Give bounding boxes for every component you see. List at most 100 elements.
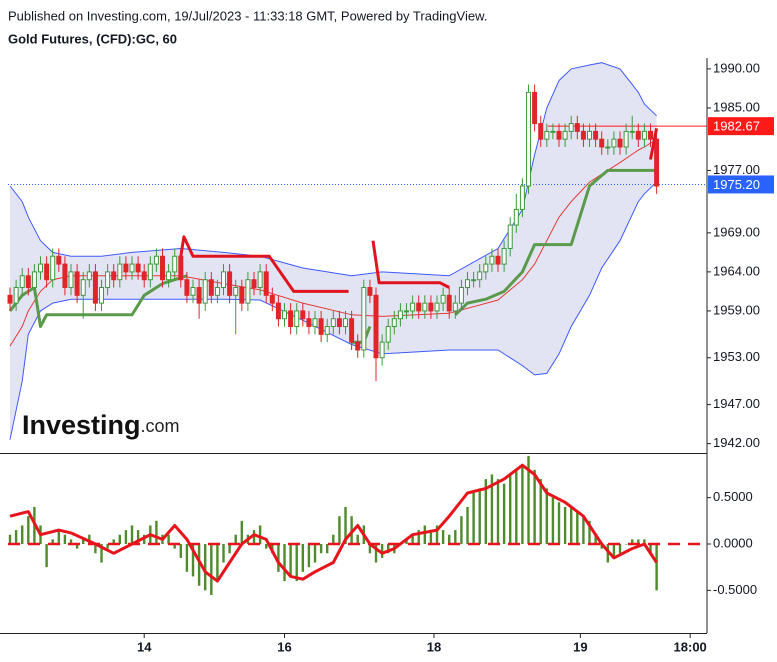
candle-body	[465, 279, 471, 289]
y-tick-label: 1947.00	[713, 396, 760, 411]
histogram-bar	[45, 544, 48, 568]
histogram-bar	[319, 544, 323, 554]
histogram-bar	[326, 544, 329, 554]
histogram-bar	[124, 530, 128, 544]
candle-body	[648, 130, 654, 140]
symbol-title: Gold Futures, (CFD):GC, 60	[8, 31, 177, 46]
histogram-bar	[527, 455, 530, 544]
candle-body	[56, 255, 62, 265]
candle-body	[257, 271, 263, 289]
histogram-bar	[155, 520, 158, 544]
candle-body	[312, 318, 318, 328]
histogram-bar	[21, 525, 24, 544]
histogram-bar	[356, 534, 359, 544]
histogram-bar	[173, 544, 176, 549]
histogram-bar	[460, 516, 463, 544]
candle-body	[99, 287, 105, 304]
histogram-bar	[136, 530, 140, 544]
histogram-bar	[387, 544, 390, 554]
y-tick-label: 1964.00	[713, 263, 760, 278]
histogram-bar	[588, 520, 591, 544]
candle-body	[501, 247, 507, 265]
histogram-bar	[106, 544, 109, 549]
candle-body	[495, 255, 501, 265]
histogram-bar	[649, 544, 652, 554]
histogram-bar	[368, 544, 372, 554]
candle-body	[349, 318, 355, 343]
candle-body	[190, 287, 196, 296]
candle-body	[330, 318, 336, 328]
histogram-bar	[624, 544, 628, 545]
histogram-bar	[563, 506, 567, 544]
candle-body	[593, 130, 599, 140]
histogram-bar	[448, 534, 451, 544]
candle-body	[587, 130, 593, 140]
candle-body	[214, 287, 220, 296]
histogram-bar	[313, 544, 317, 563]
candle-body	[617, 138, 623, 148]
candle-body	[74, 271, 80, 296]
candle-body	[404, 310, 410, 313]
histogram-bar	[576, 511, 579, 544]
histogram-bar	[167, 534, 170, 544]
histogram-bar	[197, 544, 201, 586]
candle-body	[574, 123, 580, 132]
candle-body	[471, 279, 477, 282]
candle-body	[263, 271, 269, 296]
published-note: Published on Investing.com, 19/Jul/2023 …	[8, 8, 487, 23]
histogram-bar	[283, 544, 286, 582]
candle-body	[507, 224, 513, 249]
histogram-bar	[130, 525, 134, 544]
histogram-bar	[350, 516, 353, 544]
histogram-bar	[258, 525, 262, 544]
histogram-bar	[307, 544, 311, 568]
histogram-bar	[441, 530, 445, 544]
candle-body	[324, 326, 330, 335]
histogram-bar	[338, 516, 341, 544]
y-tick-label: 1985.00	[713, 99, 760, 114]
candle-body	[196, 287, 202, 304]
price-label: 1975.20	[713, 177, 760, 192]
candle-body	[282, 310, 288, 320]
x-tick-label: 18	[427, 639, 441, 654]
candle-body	[568, 123, 574, 132]
histogram-bar	[14, 530, 18, 544]
candle-body	[367, 287, 373, 296]
candle-body	[239, 287, 245, 304]
histogram-bar	[228, 544, 231, 554]
histogram-bar	[100, 544, 103, 563]
candle-body	[19, 275, 25, 289]
histogram-bar	[82, 539, 85, 544]
histogram-bar	[344, 506, 347, 544]
histogram-bar	[466, 506, 469, 544]
candle-body	[605, 146, 611, 149]
histogram-bar	[539, 479, 542, 544]
candle-body	[111, 271, 117, 281]
candle-body	[538, 123, 544, 140]
histogram-bar	[51, 539, 54, 544]
histogram-bar	[472, 493, 475, 544]
histogram-bar	[502, 483, 506, 544]
histogram-bar	[435, 525, 439, 544]
y-tick-label: 1953.00	[713, 349, 760, 364]
histogram-bar	[631, 539, 634, 544]
candle-body	[379, 341, 385, 359]
histogram-bar	[332, 534, 335, 544]
histogram-bar	[191, 544, 195, 577]
candle-body	[519, 185, 525, 210]
histogram-bar	[265, 544, 268, 549]
y-tick-label: 1990.00	[713, 60, 760, 75]
histogram-bar	[222, 544, 225, 563]
histogram-bar	[380, 544, 384, 558]
histogram-bar	[301, 544, 305, 572]
candle-body	[202, 279, 208, 304]
candle-body	[343, 318, 349, 328]
x-tick-label: 19	[573, 639, 587, 654]
candle-body	[440, 294, 446, 304]
candle-body	[178, 255, 184, 281]
histogram-bar	[118, 534, 122, 544]
histogram-bar	[405, 539, 408, 544]
y-tick-label: 1942.00	[713, 435, 760, 450]
histogram-bar	[423, 525, 427, 544]
